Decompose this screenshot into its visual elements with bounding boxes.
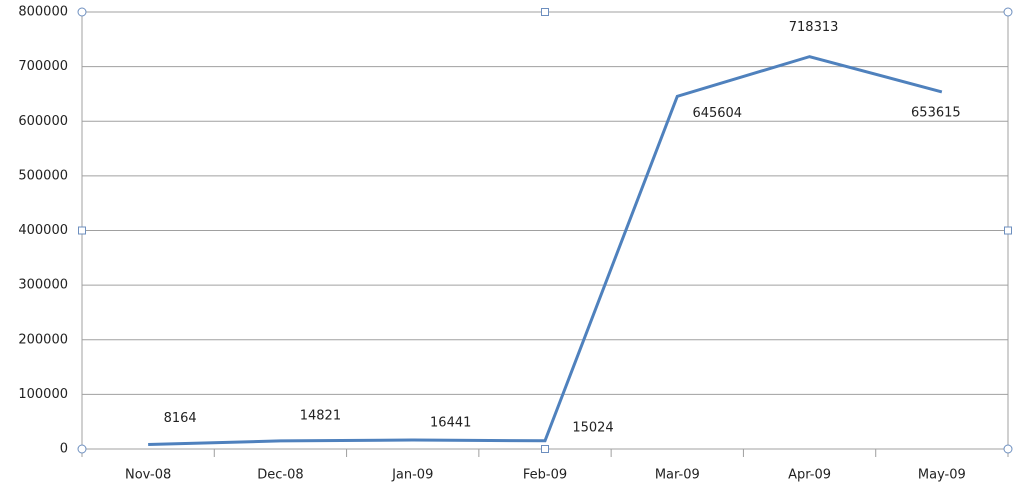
selection-handle xyxy=(77,444,87,454)
x-tick-label: May-09 xyxy=(918,468,966,483)
y-tick-label: 100000 xyxy=(18,387,68,402)
data-label: 15024 xyxy=(572,420,613,435)
data-label: 16441 xyxy=(430,416,471,431)
x-tick-label: Dec-08 xyxy=(257,468,303,483)
x-tick-label: Nov-08 xyxy=(125,468,171,483)
x-tick-label: Apr-09 xyxy=(788,468,831,483)
x-tick-label: Mar-09 xyxy=(655,468,700,483)
data-label: 653615 xyxy=(911,105,961,120)
y-tick-label: 0 xyxy=(60,442,68,457)
selection-handle xyxy=(541,445,549,453)
data-label: 14821 xyxy=(300,408,341,423)
x-tick-label: Jan-09 xyxy=(391,468,433,483)
y-tick-label: 200000 xyxy=(18,332,68,347)
selection-handle xyxy=(1003,444,1013,454)
selection-handle xyxy=(541,8,549,16)
y-tick-label: 500000 xyxy=(18,168,68,183)
line xyxy=(148,55,943,447)
y-tick-label: 700000 xyxy=(18,59,68,74)
data-label: 8164 xyxy=(164,411,197,426)
data-label: 718313 xyxy=(789,20,839,35)
x-tick-label: Feb-09 xyxy=(523,468,567,483)
y-tick-label: 800000 xyxy=(18,5,68,20)
selection-handle xyxy=(77,7,87,17)
selection-handle xyxy=(78,226,86,235)
data-label: 645604 xyxy=(692,106,742,121)
y-tick-label: 600000 xyxy=(18,114,68,129)
selection-handle xyxy=(1003,7,1013,17)
selection-handle xyxy=(1004,226,1012,235)
y-tick-label: 300000 xyxy=(18,278,68,293)
y-tick-label: 400000 xyxy=(18,223,68,238)
